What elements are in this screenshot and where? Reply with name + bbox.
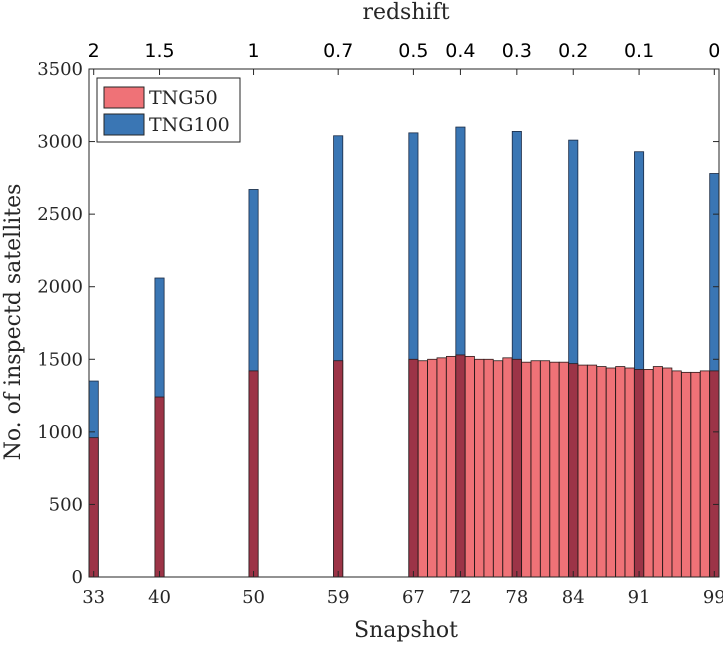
bar-tng50-92 (643, 369, 654, 578)
x-tick-label-33: 33 (82, 587, 105, 608)
bar-tng50-68 (417, 360, 428, 578)
top-tick-label-1: 1 (248, 40, 260, 62)
legend-label-tng100: TNG100 (149, 114, 230, 136)
bar-tng50-69 (427, 358, 438, 578)
x-tick-label-84: 84 (562, 587, 585, 608)
x-tick-label-99: 99 (703, 587, 723, 608)
bar-tng50-82 (549, 361, 560, 578)
bar-tng50-98 (699, 370, 710, 578)
bar-tng50-80 (530, 360, 541, 578)
bar-tng50-96 (681, 371, 692, 578)
bar-tng50-75 (483, 358, 494, 578)
bar-tng50-50 (248, 370, 259, 578)
top-tick-label-0: 0 (708, 40, 720, 62)
top-tick-label-0.3: 0.3 (502, 40, 532, 62)
bar-tng50-83 (558, 361, 569, 578)
top-tick-label-1.5: 1.5 (144, 40, 174, 62)
bar-tng50-73 (464, 355, 475, 578)
legend-swatch-tng50 (103, 86, 145, 109)
top-tick-label-0.5: 0.5 (398, 40, 428, 62)
bar-tng50-85 (577, 364, 588, 578)
legend-swatch-tng100 (103, 113, 145, 136)
x-tick-label-50: 50 (242, 587, 265, 608)
bars-layer (88, 126, 720, 578)
y-tick-label-2000: 2000 (37, 277, 83, 298)
x-axis-label: Snapshot (354, 618, 458, 643)
x-tick-label-59: 59 (327, 587, 350, 608)
top-tick-label-0.2: 0.2 (558, 40, 588, 62)
bar-tng50-74 (474, 358, 485, 578)
bar-tng50-76 (493, 360, 504, 578)
bar-tng50-79 (521, 361, 532, 578)
legend: TNG50 TNG100 (96, 77, 241, 143)
bar-tng50-89 (615, 366, 626, 578)
axes-frame (88, 68, 720, 578)
y-tick-label-2500: 2500 (37, 204, 83, 225)
bar-tng50-84 (568, 363, 579, 578)
y-tick-label-1500: 1500 (37, 349, 83, 370)
bar-tng50-33 (88, 437, 99, 578)
bar-tng50-77 (502, 357, 513, 578)
bar-tng50-94 (662, 367, 673, 578)
top-tick-label-0.7: 0.7 (323, 40, 353, 62)
top-tick-label-0.1: 0.1 (624, 40, 654, 62)
bar-tng50-71 (446, 355, 457, 578)
bar-tng50-88 (605, 367, 616, 578)
bar-tng50-87 (596, 366, 607, 578)
bar-tng50-72 (455, 354, 466, 578)
y-axis-label: No. of inspectd satellites (1, 184, 26, 461)
bar-tng50-40 (154, 396, 165, 578)
top-tick-label-2: 2 (88, 40, 100, 62)
y-tick-label-3000: 3000 (37, 132, 83, 153)
x-tick-label-40: 40 (148, 587, 171, 608)
axes-layer: 0 500 1000 1500 2000 2500 3000 3500 33 40 50 59 67 72… (37, 40, 723, 608)
bar-tng50-93 (652, 366, 663, 578)
bar-tng50-90 (624, 367, 635, 578)
y-tick-label-500: 500 (49, 494, 83, 515)
bar-tng50-97 (690, 371, 701, 578)
x-tick-label-72: 72 (449, 587, 472, 608)
top-tick-label-0.4: 0.4 (445, 40, 475, 62)
bar-tng50-67 (408, 358, 419, 578)
y-tick-label-3500: 3500 (37, 59, 83, 80)
bar-tng50-59 (333, 360, 344, 578)
x-tick-label-91: 91 (628, 587, 651, 608)
x-tick-label-78: 78 (505, 587, 528, 608)
bar-tng50-91 (634, 369, 645, 578)
y-tick-label-0: 0 (72, 567, 83, 588)
bar-tng50-95 (671, 370, 682, 578)
x-tick-label-67: 67 (402, 587, 425, 608)
legend-label-tng50: TNG50 (149, 87, 218, 109)
bar-tng50-70 (436, 357, 447, 578)
bar-tng50-78 (511, 358, 522, 578)
bar-tng50-86 (587, 364, 598, 578)
top-axis-label: redshift (362, 0, 449, 25)
bar-tng50-99 (709, 370, 720, 578)
y-tick-label-1000: 1000 (37, 422, 83, 443)
bar-tng50-81 (540, 360, 551, 578)
